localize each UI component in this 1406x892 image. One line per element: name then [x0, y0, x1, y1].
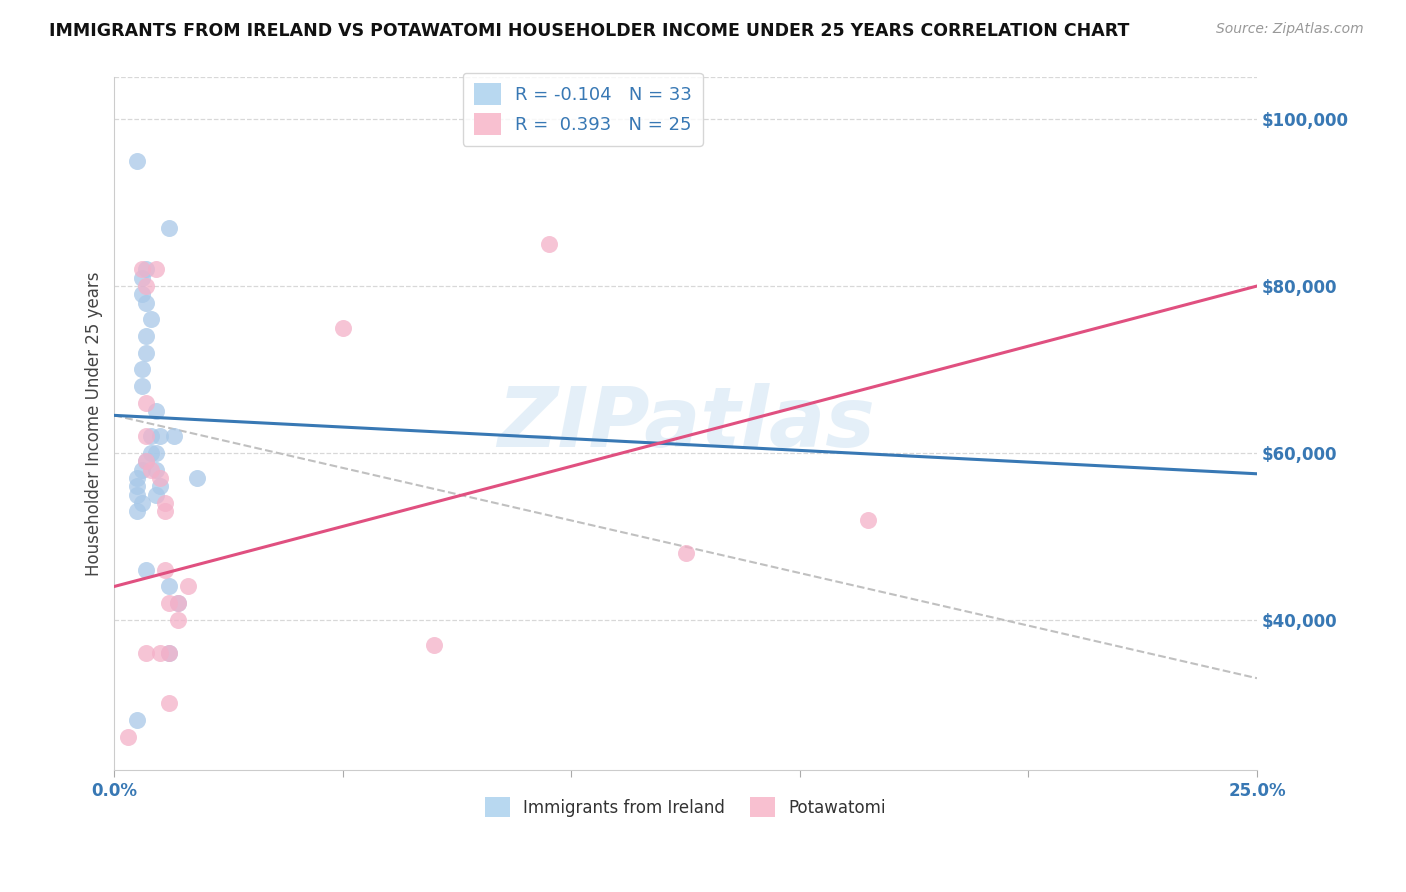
Legend: Immigrants from Ireland, Potawatomi: Immigrants from Ireland, Potawatomi — [478, 790, 893, 824]
Point — [135, 346, 157, 360]
Point — [117, 730, 139, 744]
Point — [127, 479, 149, 493]
Point — [131, 362, 153, 376]
Point — [135, 279, 157, 293]
Point — [131, 287, 153, 301]
Text: IMMIGRANTS FROM IRELAND VS POTAWATOMI HOUSEHOLDER INCOME UNDER 25 YEARS CORRELAT: IMMIGRANTS FROM IRELAND VS POTAWATOMI HO… — [49, 22, 1129, 40]
Point — [135, 262, 157, 277]
Point — [127, 488, 149, 502]
Point — [186, 471, 208, 485]
Point — [127, 153, 149, 168]
Point — [135, 646, 157, 660]
Point — [167, 613, 190, 627]
Point — [135, 429, 157, 443]
Point — [131, 270, 153, 285]
Y-axis label: Householder Income Under 25 years: Householder Income Under 25 years — [86, 271, 103, 576]
Point — [157, 220, 180, 235]
Text: Source: ZipAtlas.com: Source: ZipAtlas.com — [1216, 22, 1364, 37]
Point — [135, 396, 157, 410]
Point — [135, 563, 157, 577]
Point — [537, 237, 560, 252]
Point — [145, 404, 167, 418]
Point — [332, 320, 354, 334]
Point — [149, 646, 172, 660]
Point — [145, 488, 167, 502]
Point — [153, 496, 176, 510]
Point — [139, 446, 162, 460]
Point — [157, 596, 180, 610]
Point — [157, 646, 180, 660]
Point — [135, 329, 157, 343]
Point — [127, 504, 149, 518]
Point — [858, 513, 880, 527]
Point — [163, 429, 186, 443]
Point — [157, 696, 180, 710]
Point — [153, 563, 176, 577]
Point — [127, 471, 149, 485]
Point — [145, 446, 167, 460]
Point — [135, 454, 157, 468]
Point — [167, 596, 190, 610]
Point — [139, 462, 162, 476]
Point — [167, 596, 190, 610]
Point — [139, 429, 162, 443]
Point — [149, 479, 172, 493]
Point — [149, 471, 172, 485]
Point — [131, 462, 153, 476]
Point — [131, 496, 153, 510]
Point — [157, 579, 180, 593]
Point — [131, 262, 153, 277]
Point — [157, 646, 180, 660]
Point — [149, 429, 172, 443]
Point — [145, 462, 167, 476]
Point — [131, 379, 153, 393]
Point — [176, 579, 198, 593]
Point — [135, 295, 157, 310]
Point — [153, 504, 176, 518]
Point — [423, 638, 446, 652]
Text: ZIPatlas: ZIPatlas — [496, 384, 875, 464]
Point — [139, 312, 162, 326]
Point — [145, 262, 167, 277]
Point — [127, 713, 149, 727]
Point — [675, 546, 697, 560]
Point — [135, 454, 157, 468]
